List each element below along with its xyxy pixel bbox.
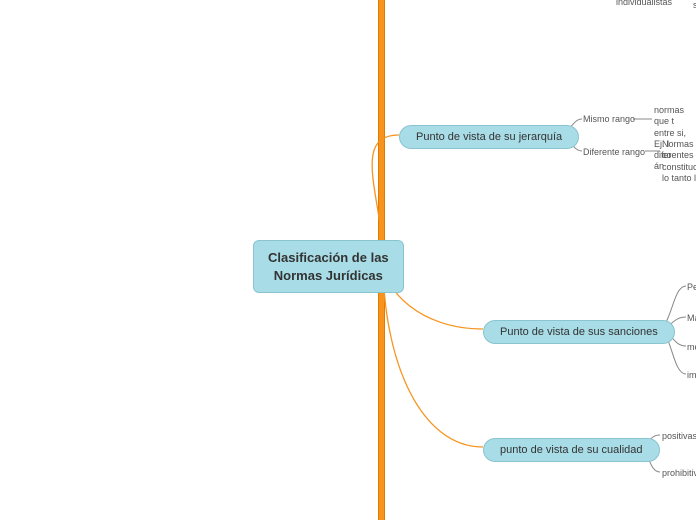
branch-cualidad[interactable]: punto de vista de su cualidad [483, 438, 660, 462]
leaf-mismo-rango[interactable]: Mismo rango [583, 114, 635, 124]
leaf-diferente-rango[interactable]: Diferente rango [583, 147, 645, 157]
leaf-top-individualistas: individualistas [616, 0, 672, 7]
leaf-menos[interactable]: meno [687, 342, 696, 352]
leaf-perfectas[interactable]: Perfec [687, 282, 696, 292]
mindmap-canvas: Clasificación de las Normas Jurídicas Pu… [0, 0, 696, 520]
leaf-masque[interactable]: Mas q [687, 313, 696, 323]
leaf-prohibitiva[interactable]: prohibitiva [662, 468, 696, 478]
leaf-diferente-rango-desc: Normas co constitucio lo tanto la [662, 139, 696, 184]
branch-jerarquia[interactable]: Punto de vista de su jerarquía [399, 125, 579, 149]
branch-sanciones[interactable]: Punto de vista de sus sanciones [483, 320, 675, 344]
root-node[interactable]: Clasificación de las Normas Jurídicas [253, 240, 404, 293]
leaf-imper[interactable]: imper [687, 370, 696, 380]
leaf-positivas[interactable]: positivas o [662, 431, 696, 441]
